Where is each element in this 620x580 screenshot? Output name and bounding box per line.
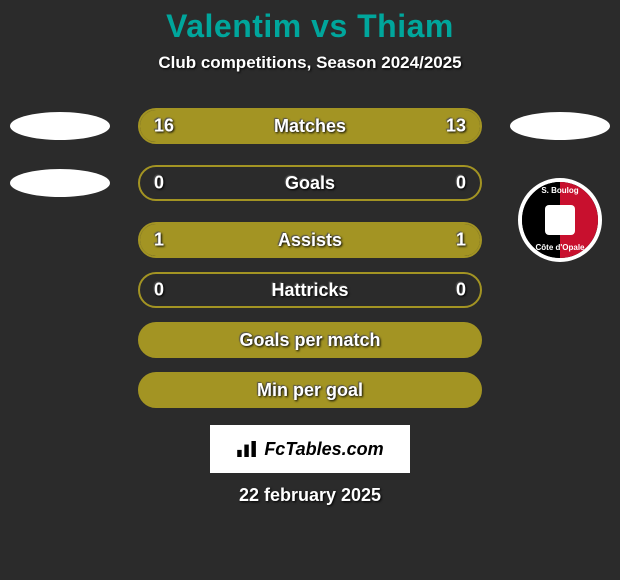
page-title: Valentim vs Thiam (0, 8, 620, 45)
club-crest-icon: S. Boulog Côte d'Opale (518, 178, 602, 262)
date-text: 22 february 2025 (0, 485, 620, 506)
ellipse-icon (510, 112, 610, 140)
stat-pill-goals: 0 Goals 0 (138, 165, 482, 201)
crest-text-bottom: Côte d'Opale (522, 243, 598, 252)
stat-value-left: 0 (154, 280, 164, 301)
stat-label: Hattricks (271, 280, 348, 301)
stat-row: 0 Hattricks 0 (0, 267, 620, 313)
attribution-box[interactable]: FcTables.com (210, 425, 410, 473)
team-left-badge (10, 169, 110, 197)
stat-pill-matches: 16 Matches 13 (138, 108, 482, 144)
crest-logo-box (545, 205, 575, 235)
stat-pill-mpg: Min per goal (138, 372, 482, 408)
crest-text-top: S. Boulog (522, 186, 598, 195)
stat-value-left: 1 (154, 230, 164, 251)
stat-label: Min per goal (257, 380, 363, 401)
bars-icon (236, 441, 258, 457)
stat-row: Goals per match (0, 317, 620, 363)
team-right-badge (510, 112, 610, 140)
stat-label: Goals per match (239, 330, 380, 351)
ellipse-icon (10, 112, 110, 140)
stat-value-right: 0 (456, 280, 466, 301)
attribution-text: FcTables.com (264, 439, 383, 460)
stat-label: Assists (278, 230, 342, 251)
comparison-container: Valentim vs Thiam Club competitions, Sea… (0, 0, 620, 506)
stat-row: 16 Matches 13 (0, 103, 620, 149)
stat-pill-assists: 1 Assists 1 (138, 222, 482, 258)
stat-pill-gpm: Goals per match (138, 322, 482, 358)
stat-row: Min per goal (0, 367, 620, 413)
stat-pill-hattricks: 0 Hattricks 0 (138, 272, 482, 308)
stat-value-right: 1 (456, 230, 466, 251)
stat-value-right: 13 (446, 116, 466, 137)
team-right-club-badge: S. Boulog Côte d'Opale (518, 178, 602, 262)
subtitle: Club competitions, Season 2024/2025 (0, 53, 620, 73)
stat-value-left: 0 (154, 173, 164, 194)
stat-label: Goals (285, 173, 335, 194)
ellipse-icon (10, 169, 110, 197)
stat-value-right: 0 (456, 173, 466, 194)
stat-label: Matches (274, 116, 346, 137)
team-left-badge (10, 112, 110, 140)
stat-value-left: 16 (154, 116, 174, 137)
